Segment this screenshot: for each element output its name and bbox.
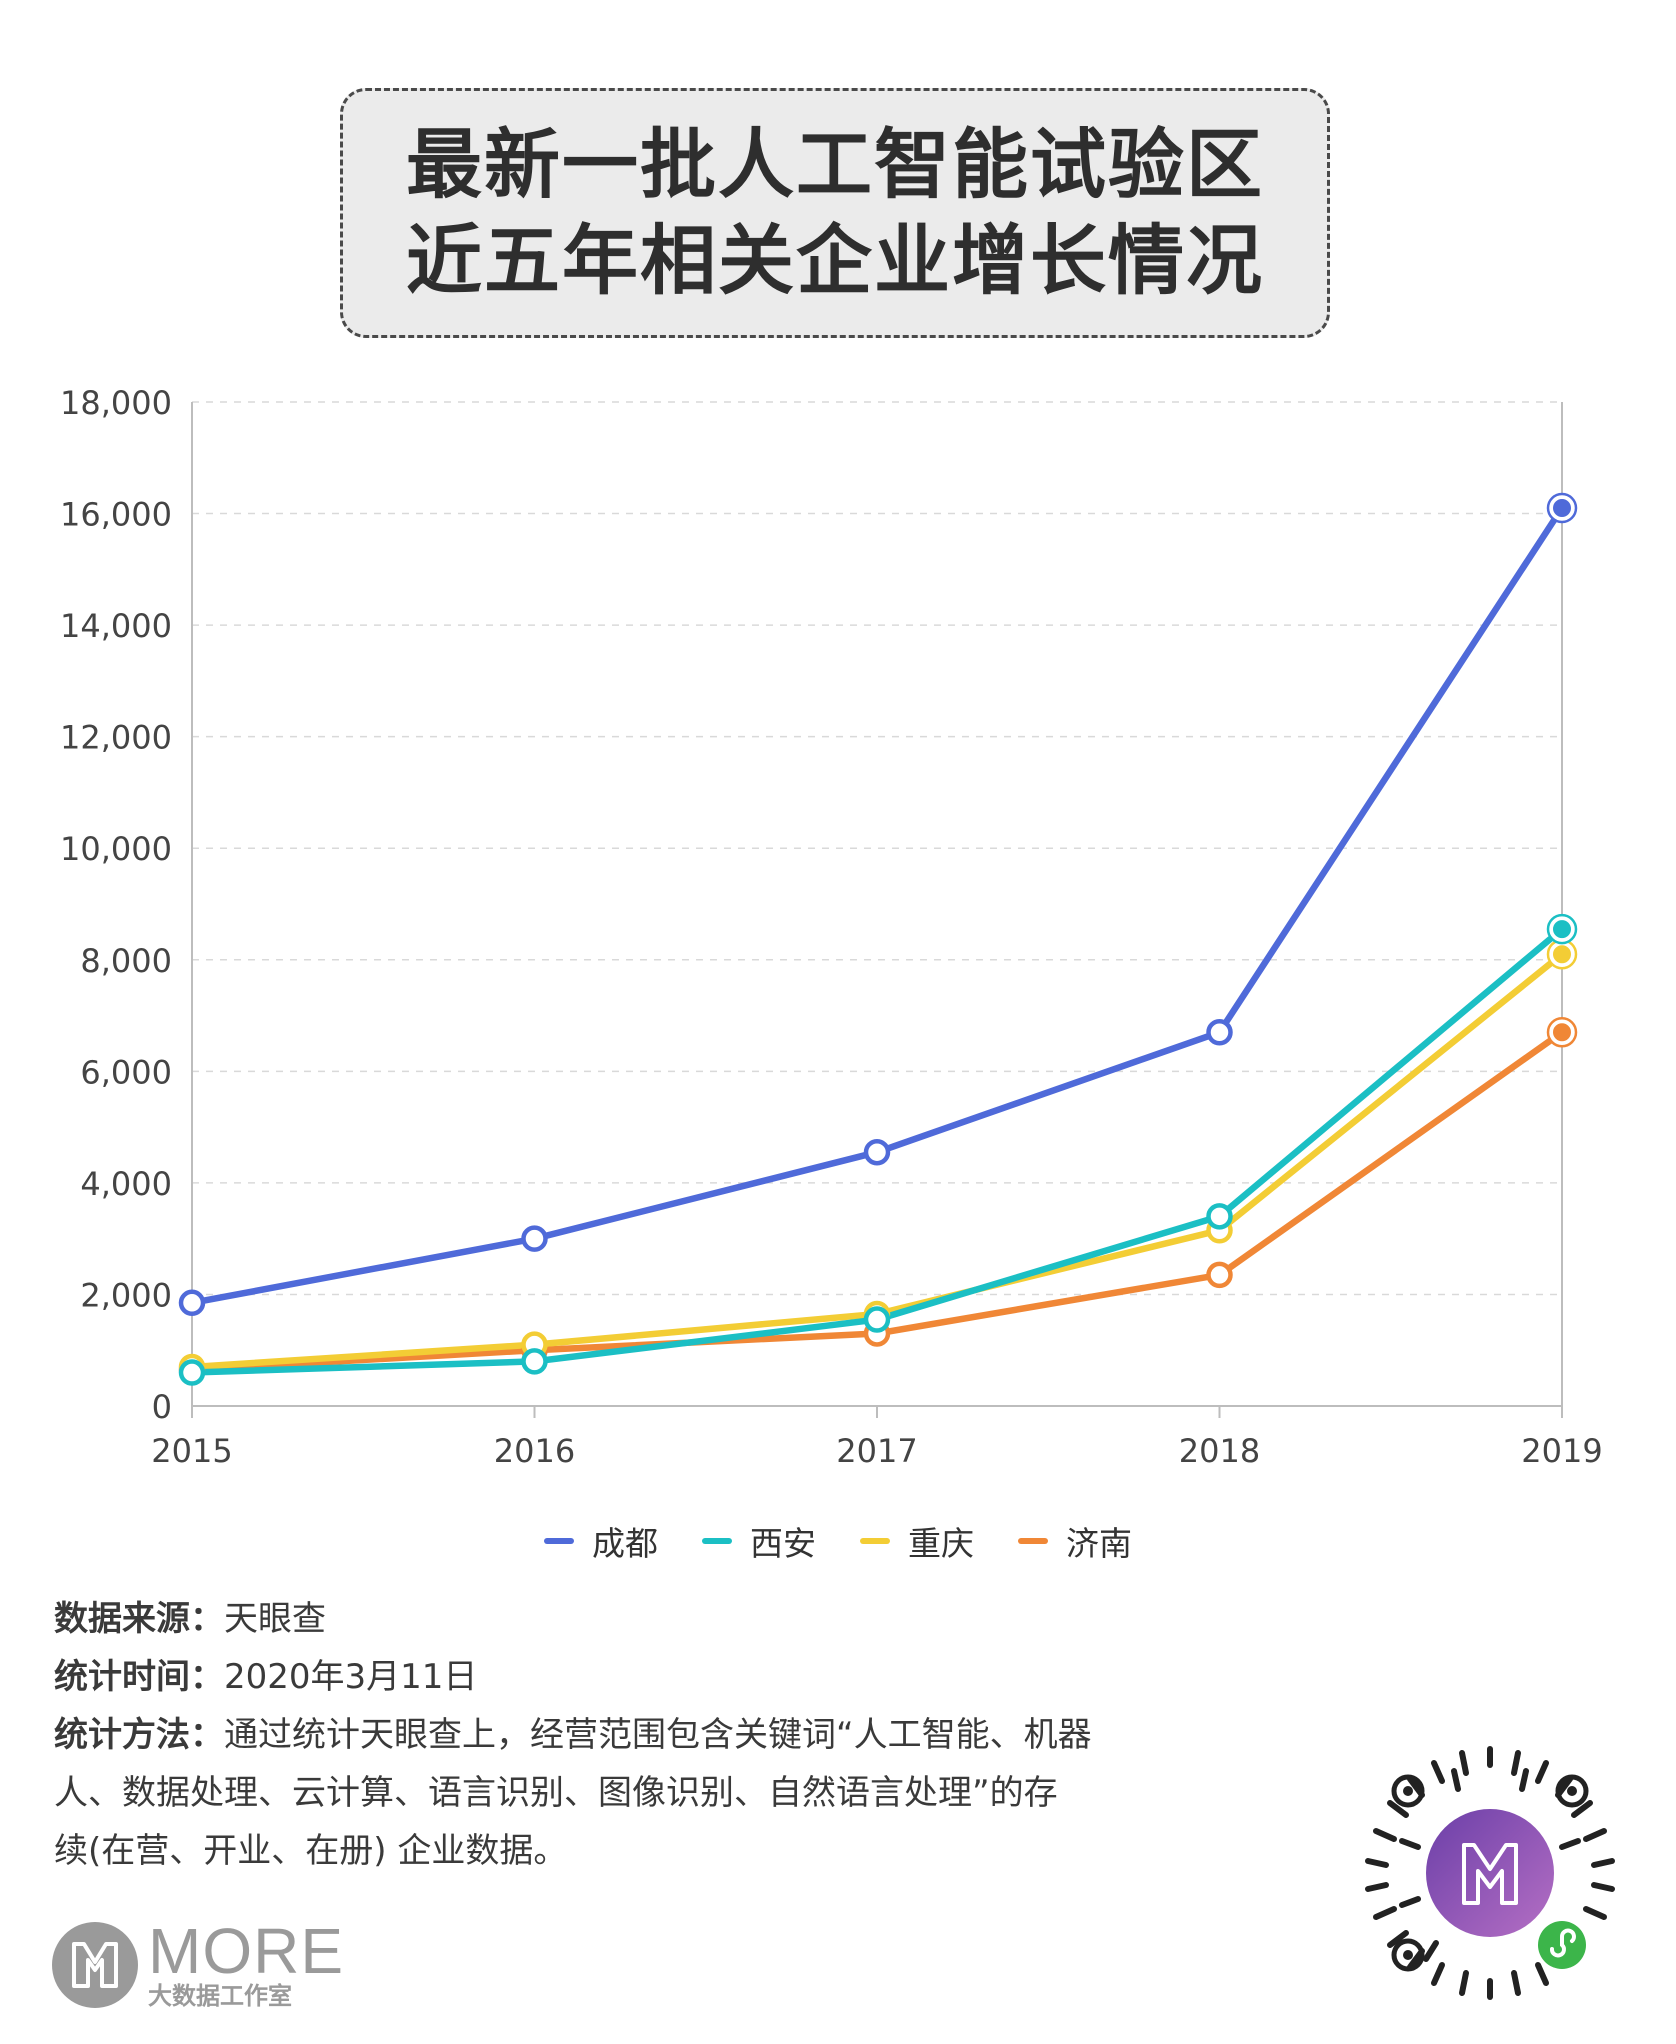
y-tick-label: 0 [152, 1388, 172, 1426]
legend-label: 成都 [592, 1524, 658, 1563]
y-tick-label: 18,000 [60, 384, 172, 422]
data-point-0-1 [521, 1225, 548, 1252]
x-tick-label: 2019 [1521, 1432, 1602, 1470]
mini-program-qr-code [1365, 1746, 1615, 2000]
line-chart: 0 2,000 4,000 6,000 8,000 10,000 12,000 14,000 1… [60, 384, 1603, 1470]
legend-item-2: 重庆 [860, 1517, 974, 1565]
x-tick-label: 2018 [1179, 1432, 1260, 1470]
legend-item-3: 济南 [1018, 1517, 1132, 1565]
x-tick-label: 2017 [836, 1432, 917, 1470]
legend-item-0: 成都 [544, 1517, 658, 1565]
y-tick-label: 10,000 [60, 830, 172, 868]
data-point-3-3 [1206, 1261, 1233, 1289]
chart-legend: 成都 西安 重庆 济南 [0, 1516, 1676, 1566]
x-tick-label: 2016 [494, 1432, 575, 1470]
legend-item-1: 西安 [702, 1517, 816, 1565]
legend-label: 济南 [1066, 1524, 1132, 1563]
note-source: 数据来源：天眼查 [54, 1590, 1304, 1648]
note-time: 统计时间：2020年3月11日 [54, 1648, 1304, 1706]
note-method-line-2: 人、数据处理、云计算、语言识别、图像识别、自然语言处理”的存 [54, 1773, 1058, 1813]
y-tick-label: 16,000 [60, 496, 172, 534]
legend-label: 重庆 [908, 1524, 974, 1563]
logo-subtitle: 大数据工作室 [148, 1982, 292, 2010]
legend-label: 西安 [750, 1524, 816, 1563]
note-time-value: 2020年3月11日 [224, 1657, 478, 1697]
data-point-1-3 [1206, 1203, 1233, 1230]
data-point-1-2 [863, 1306, 891, 1333]
data-point-1-0 [178, 1359, 206, 1386]
data-point-0-0 [178, 1289, 206, 1317]
note-source-key: 数据来源： [54, 1599, 224, 1639]
note-method-value-1: 通过统计天眼查上，经营范围包含关键词“人工智能、机器 [224, 1715, 1092, 1755]
note-method: 统计方法：通过统计天眼查上，经营范围包含关键词“人工智能、机器 [54, 1706, 1304, 1764]
note-method-key: 统计方法： [54, 1715, 224, 1755]
data-point-0-4 [1549, 494, 1575, 521]
data-point-ring-3 [1546, 1017, 1578, 1048]
legend-swatch [1018, 1538, 1048, 1544]
note-source-value: 天眼查 [224, 1599, 326, 1639]
y-tick-label: 12,000 [60, 719, 172, 757]
more-logo-icon [52, 1922, 138, 2008]
more-logo: MORE 大数据工作室 [52, 1915, 344, 2010]
data-point-3-4 [1549, 1019, 1575, 1046]
data-point-0-3 [1206, 1019, 1233, 1046]
chart-title-line-2: 近五年相关企业增长情况 [406, 216, 1264, 305]
title-box: 最新一批人工智能试验区 近五年相关企业增长情况 [340, 88, 1330, 338]
data-point-ring-0 [1546, 492, 1578, 524]
legend-swatch [860, 1538, 890, 1544]
note-time-key: 统计时间： [54, 1657, 224, 1697]
x-tick-label: 2015 [151, 1432, 232, 1470]
y-tick-label: 4,000 [80, 1165, 172, 1203]
y-tick-label: 14,000 [60, 607, 172, 645]
data-point-2-4 [1549, 941, 1575, 968]
y-tick-label: 2,000 [80, 1276, 172, 1314]
legend-swatch [702, 1538, 732, 1544]
data-point-1-4 [1549, 916, 1575, 943]
data-point-ring-1 [1546, 913, 1578, 945]
data-point-0-2 [863, 1138, 891, 1166]
y-tick-label: 8,000 [80, 942, 172, 980]
note-method-line-3: 续(在营、开业、在册) 企业数据。 [54, 1831, 568, 1871]
notes: 数据来源：天眼查 统计时间：2020年3月11日 统计方法：通过统计天眼查上，经… [54, 1590, 1304, 1880]
chart-title-line-1: 最新一批人工智能试验区 [406, 120, 1264, 209]
y-tick-label: 6,000 [80, 1053, 172, 1091]
data-point-1-1 [521, 1348, 548, 1375]
legend-swatch [544, 1538, 574, 1544]
logo-word: MORE [148, 1915, 344, 1987]
